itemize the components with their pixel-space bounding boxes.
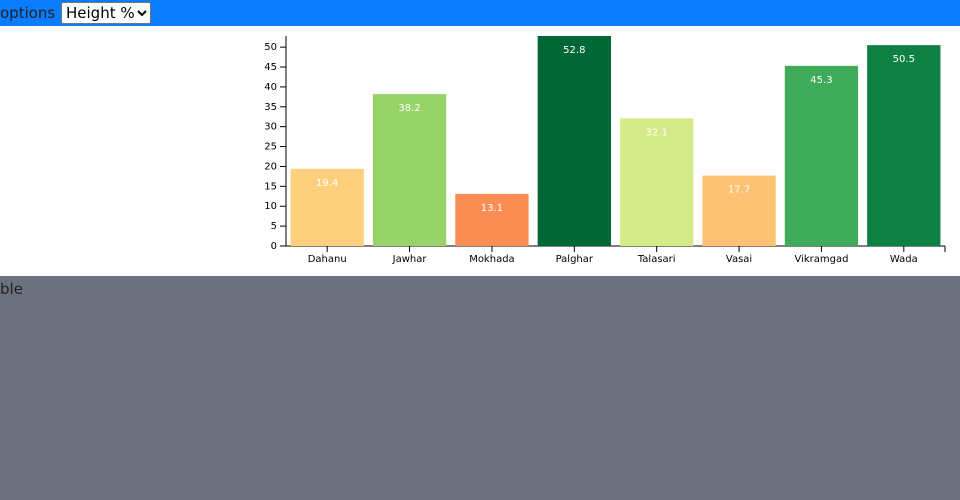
y-tick-label: 15 <box>264 181 277 192</box>
toolbar: options Height % <box>0 0 960 26</box>
value-label: 32.1 <box>646 127 668 138</box>
y-tick-label: 25 <box>264 142 277 153</box>
bar <box>784 65 859 246</box>
y-tick-label: 5 <box>271 221 277 232</box>
value-label: 17.7 <box>728 185 750 196</box>
value-label: 45.3 <box>810 75 832 86</box>
value-label: 38.2 <box>398 103 420 114</box>
x-tick-label: Dahanu <box>308 254 347 265</box>
x-tick-label: Jawhar <box>392 254 428 265</box>
bar <box>702 175 776 246</box>
y-tick-label: 10 <box>264 201 277 212</box>
y-tick-label: 50 <box>264 42 277 53</box>
value-label: 19.4 <box>316 178 338 189</box>
y-tick-label: 0 <box>271 241 277 252</box>
y-tick-label: 30 <box>264 122 277 133</box>
footer-panel: ble <box>0 276 960 500</box>
bar <box>620 118 694 246</box>
x-tick-label: Vikramgad <box>794 254 848 265</box>
y-tick-label: 20 <box>264 161 277 172</box>
value-label: 13.1 <box>481 203 503 214</box>
y-tick-label: 40 <box>264 82 277 93</box>
x-tick-label: Wada <box>890 254 918 265</box>
value-label: 50.5 <box>893 54 915 65</box>
x-tick-label: Talasari <box>637 254 676 265</box>
value-label: 52.8 <box>563 45 585 56</box>
bar <box>455 193 529 246</box>
chart: 0 5 10 15 20 25 30 35 40 45 50 Dahanu 19.4 Jawhar 38.2… <box>264 36 946 265</box>
footer-label: ble <box>0 280 23 298</box>
y-tick-label: 35 <box>264 102 277 113</box>
metric-select[interactable]: Height % <box>61 2 151 24</box>
bar <box>537 36 611 246</box>
x-tick-label: Palghar <box>556 254 594 265</box>
x-tick-label: Mokhada <box>469 254 514 265</box>
bar <box>290 168 364 246</box>
bar <box>372 94 447 247</box>
options-label: options <box>0 4 56 22</box>
x-tick-label: Vasai <box>726 254 752 265</box>
bar <box>867 45 941 246</box>
y-tick-label: 45 <box>264 62 277 73</box>
